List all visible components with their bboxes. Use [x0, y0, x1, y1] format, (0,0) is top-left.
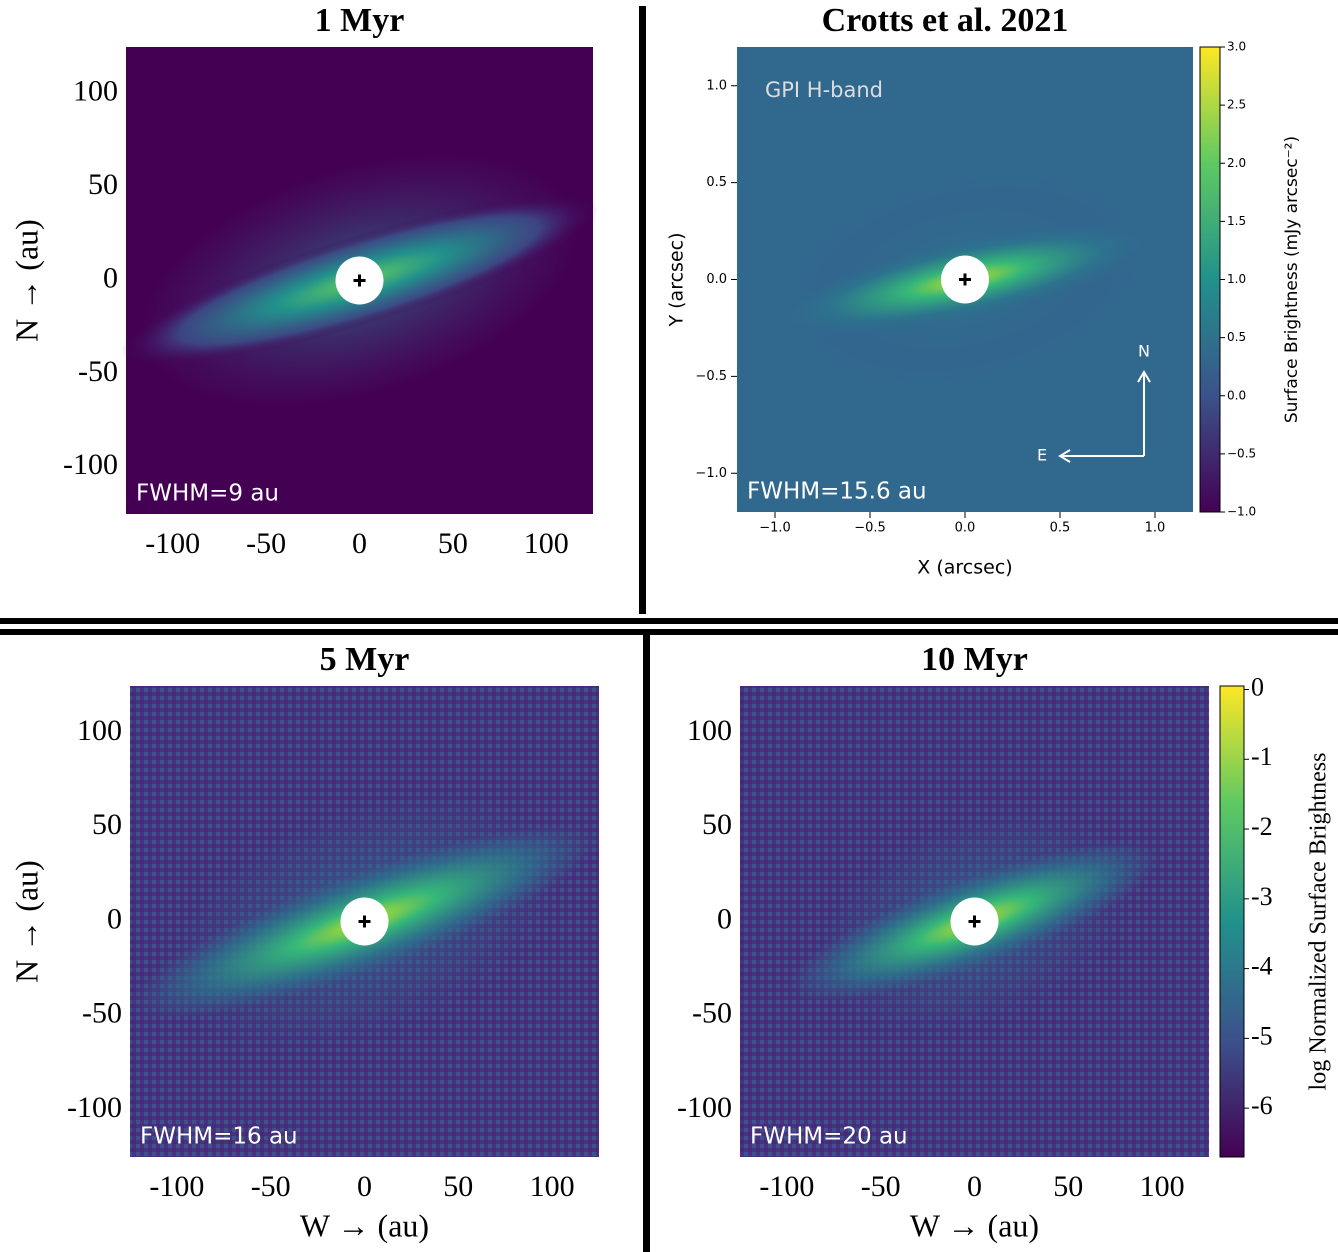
colorbar-tick-label: 1.5: [1227, 214, 1246, 228]
panel: Crotts et al. 2021 −1.0 −0.5 0.0 0.5 1.0 −1.0 −…: [666, 2, 1303, 579]
x-tick-label: 100: [1140, 1170, 1185, 1203]
x-tick-label: -50: [246, 527, 286, 560]
x-tick-label: -100: [759, 1170, 814, 1203]
y-tick-label: 50: [92, 808, 122, 841]
star-marker: [959, 273, 971, 286]
instrument-label: GPI H-band: [765, 78, 883, 102]
x-tick-label: 100: [524, 527, 569, 560]
x-axis-label: W → (au): [300, 1207, 429, 1243]
panel-title: 10 Myr: [921, 641, 1028, 678]
panel: 5 Myr -100 -50 0 50 100 -100 -50 0 50 100 W → (au) N…: [8, 641, 601, 1243]
y-tick-label: 50: [88, 168, 118, 201]
x-tick-label: 0.0: [955, 521, 976, 536]
panel-title: Crotts et al. 2021: [822, 2, 1069, 39]
x-tick-label: 0.5: [1050, 521, 1071, 536]
x-tick-label: 50: [438, 527, 468, 560]
x-axis-label: W → (au): [910, 1207, 1039, 1243]
colorbar-tick-label: −0.5: [1227, 446, 1256, 460]
colorbar-tick-label: -3: [1251, 882, 1273, 911]
colorbar-label: Surface Brightness (mJy arcsec⁻²): [1282, 136, 1302, 423]
x-tick-label: 0: [357, 1170, 372, 1203]
colorbar-tick-label: 2.0: [1227, 156, 1246, 170]
divider: [639, 6, 646, 614]
y-tick-label: -100: [63, 448, 118, 481]
x-tick-label: 1.0: [1145, 521, 1166, 536]
y-tick-label: 0: [717, 902, 732, 935]
x-tick-label: -50: [861, 1170, 901, 1203]
star-marker: [358, 915, 371, 928]
colorbar-tick-label: -4: [1251, 952, 1273, 981]
colorbar-tick-label: 0: [1251, 672, 1264, 701]
y-tick-label: 100: [73, 75, 118, 108]
x-tick-label: -100: [145, 527, 200, 560]
colorbar-tick-label: 0.5: [1227, 330, 1246, 344]
x-tick-label: −1.0: [759, 521, 791, 536]
y-axis-label: N → (au): [8, 860, 44, 983]
x-tick-label: 50: [1053, 1170, 1083, 1203]
y-tick-label: 0.5: [706, 175, 727, 190]
colorbar-tick-label: 0.0: [1227, 388, 1246, 402]
x-tick-label: 0: [352, 527, 367, 560]
colorbar-tick-label: -5: [1251, 1021, 1273, 1050]
colorbar-tick-label: 1.0: [1227, 272, 1246, 286]
colorbar: [1219, 685, 1245, 1158]
y-tick-label: 50: [702, 808, 732, 841]
colorbar-tick-label: -1: [1251, 742, 1273, 771]
star-marker: [353, 274, 366, 287]
y-axis-label: Y (arcsec): [666, 233, 688, 328]
y-tick-label: -50: [78, 355, 118, 388]
x-tick-label: −0.5: [854, 521, 886, 536]
colorbar-label: log Normalized Surface Brightness: [1306, 753, 1332, 1091]
divider: [0, 618, 1338, 624]
y-axis-label: N → (au): [8, 219, 44, 342]
y-tick-label: 0.0: [706, 272, 727, 287]
divider: [643, 630, 650, 1252]
y-tick-label: 100: [687, 714, 732, 747]
y-tick-label: −1.0: [695, 466, 727, 481]
fwhm-label: FWHM=9 au: [136, 481, 279, 507]
y-tick-label: -100: [677, 1091, 732, 1124]
panel-title: 1 Myr: [315, 2, 405, 39]
panel: 1 Myr -100 -50 0 50 100 -100 -50 0 50 100 N → (au) F…: [8, 2, 599, 560]
colorbar-tick-label: 2.5: [1227, 98, 1246, 112]
x-tick-label: -100: [149, 1170, 204, 1203]
y-tick-label: −0.5: [695, 369, 727, 384]
colorbar-tick-label: -6: [1251, 1091, 1273, 1120]
x-tick-label: -50: [251, 1170, 291, 1203]
x-axis-label: X (arcsec): [917, 557, 1012, 579]
colorbar: [1199, 46, 1221, 513]
fwhm-label: FWHM=20 au: [750, 1124, 908, 1150]
x-tick-label: 50: [443, 1170, 473, 1203]
y-tick-label: 0: [107, 902, 122, 935]
x-tick-label: 0: [967, 1170, 982, 1203]
y-tick-label: -100: [67, 1091, 122, 1124]
y-tick-label: -50: [692, 997, 732, 1030]
panel-title: 5 Myr: [320, 641, 410, 678]
fwhm-label: FWHM=15.6 au: [747, 479, 927, 505]
compass-north: N: [1138, 342, 1150, 361]
compass-arrows: [1058, 370, 1151, 463]
colorbar-tick-label: 3.0: [1227, 40, 1246, 54]
colorbar-tick-label: -2: [1251, 812, 1273, 841]
x-tick-label: 100: [530, 1170, 575, 1203]
compass-east: E: [1037, 446, 1047, 465]
star-marker: [968, 915, 981, 928]
y-tick-label: 100: [77, 714, 122, 747]
y-tick-label: 0: [103, 261, 118, 294]
colorbar-tick-label: −1.0: [1227, 505, 1256, 519]
fwhm-label: FWHM=16 au: [140, 1124, 298, 1150]
y-tick-label: -50: [82, 997, 122, 1030]
y-tick-label: 1.0: [706, 78, 727, 93]
divider: [0, 629, 1338, 635]
